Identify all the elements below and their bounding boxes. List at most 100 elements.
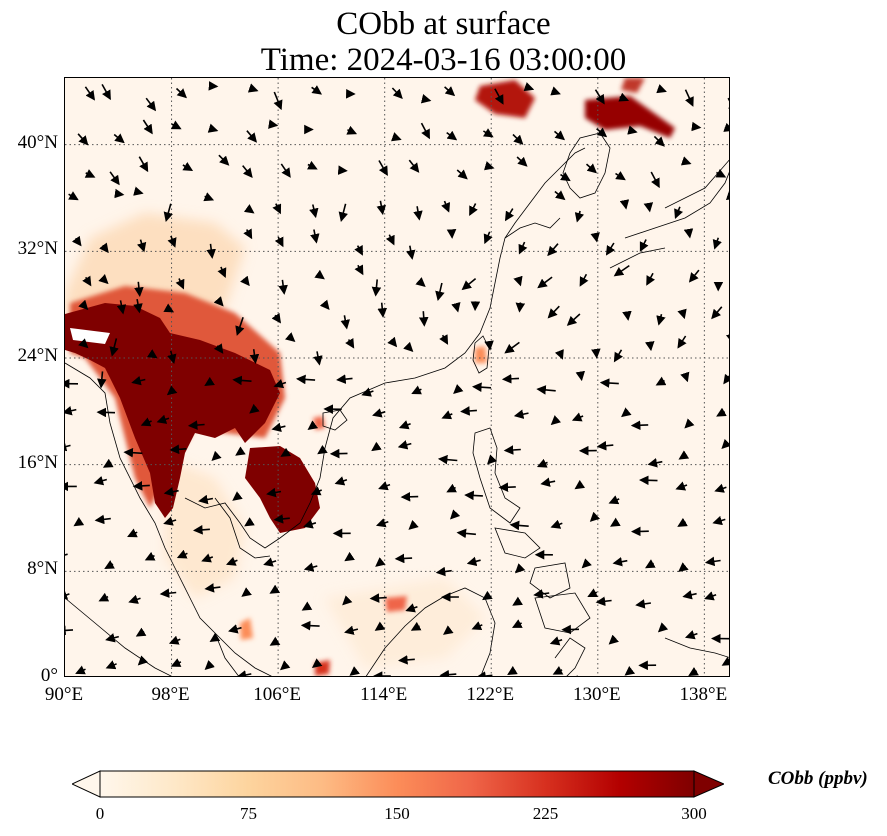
wind-arrow xyxy=(300,620,320,631)
wind-arrow xyxy=(371,441,382,452)
wind-arrow xyxy=(647,458,663,468)
map-panel xyxy=(64,77,730,677)
wind-arrow xyxy=(482,590,493,601)
wind-arrow xyxy=(536,385,556,395)
wind-arrow xyxy=(269,584,281,594)
wind-arrow xyxy=(338,203,348,222)
wind-arrow xyxy=(187,420,205,430)
wind-arrow xyxy=(615,170,626,181)
wind-arrow xyxy=(581,558,592,569)
wind-arrow xyxy=(398,420,411,430)
colorbar-tick-label: 150 xyxy=(384,804,410,823)
wind-arrow xyxy=(613,349,623,363)
wind-arrow xyxy=(345,337,355,349)
wind-arrow xyxy=(536,458,548,468)
wind-arrow xyxy=(246,130,258,143)
wind-arrow xyxy=(594,89,605,105)
wind-arrow xyxy=(133,298,143,314)
wind-arrow xyxy=(677,517,688,527)
wind-arrow xyxy=(156,414,170,424)
wind-arrow xyxy=(721,656,729,666)
wind-arrow xyxy=(560,171,571,182)
wind-arrow xyxy=(483,231,493,245)
wind-arrow xyxy=(453,383,464,394)
plume-faint-south xyxy=(165,458,245,598)
wind-arrow xyxy=(471,621,483,631)
wind-arrow xyxy=(712,237,722,250)
wind-arrow xyxy=(677,308,687,320)
wind-arrow xyxy=(378,160,388,176)
wind-arrow xyxy=(439,334,449,345)
wind-arrow xyxy=(725,190,729,201)
wind-arrow xyxy=(375,518,389,528)
wind-arrow xyxy=(65,590,70,600)
wind-arrow xyxy=(680,156,692,166)
wind-arrow xyxy=(94,514,111,525)
wind-arrow xyxy=(446,130,458,141)
wind-arrow xyxy=(400,492,419,502)
wind-arrow xyxy=(146,349,158,359)
wind-arrow xyxy=(405,603,418,613)
colorbar-tick-label: 0 xyxy=(95,804,105,823)
wind-arrow xyxy=(688,666,699,676)
wind-arrow xyxy=(175,87,187,99)
wind-arrow xyxy=(218,154,230,166)
concentration-field xyxy=(65,78,675,676)
wind-arrow xyxy=(503,445,521,455)
wind-arrow xyxy=(711,306,723,320)
wind-arrow xyxy=(566,313,581,326)
wind-arrow xyxy=(136,239,147,253)
wind-arrow xyxy=(533,589,550,599)
lon-tick-label: 138°E xyxy=(679,684,728,705)
wind-arrow xyxy=(420,122,430,140)
wind-arrow xyxy=(420,94,432,104)
wind-arrow xyxy=(653,135,665,147)
plume-small-sumatra xyxy=(240,618,253,640)
wind-arrow xyxy=(504,208,515,222)
wind-arrow xyxy=(550,86,561,96)
colorbar-gradient xyxy=(70,770,726,798)
wind-arrow xyxy=(507,665,518,676)
wind-arrow xyxy=(273,379,287,389)
colorbar-tick-label: 300 xyxy=(681,804,707,823)
wind-arrow xyxy=(78,299,89,311)
wind-arrow xyxy=(596,440,614,451)
wind-arrow xyxy=(509,520,529,531)
wind-arrow xyxy=(635,599,652,609)
wind-arrow xyxy=(678,450,690,460)
wind-arrow xyxy=(643,202,654,213)
wind-arrow xyxy=(163,203,173,222)
wind-arrow xyxy=(131,375,146,386)
wind-arrow xyxy=(235,446,246,456)
wind-arrow xyxy=(483,161,495,171)
wind-arrow xyxy=(624,666,636,676)
wind-arrow xyxy=(618,92,630,102)
plume-dense-laos xyxy=(245,446,320,533)
coastline-borneo xyxy=(365,587,496,676)
wind-arrow xyxy=(340,315,350,330)
wind-arrow xyxy=(688,269,700,283)
wind-arrow xyxy=(595,596,612,607)
wind-arrow xyxy=(575,370,586,382)
wind-arrow xyxy=(132,481,150,491)
wind-arrow xyxy=(550,519,563,529)
wind-arrow xyxy=(639,239,649,252)
wind-arrow xyxy=(175,278,185,290)
wind-arrow xyxy=(596,127,608,138)
wind-arrow xyxy=(608,495,620,505)
wind-arrow xyxy=(232,375,252,386)
wind-arrow xyxy=(263,557,277,567)
colorbar-title: CObb (ppbv) xyxy=(768,768,868,789)
wind-arrow xyxy=(486,454,498,465)
wind-arrow xyxy=(549,636,563,646)
wind-arrow xyxy=(128,594,141,604)
wind-arrow xyxy=(198,494,214,505)
wind-arrow xyxy=(456,528,476,539)
coastline-indochina xyxy=(184,147,586,549)
wind-arrow xyxy=(204,376,215,387)
colorbar xyxy=(70,770,726,798)
wind-arrow xyxy=(372,408,386,418)
wind-arrow xyxy=(101,84,111,101)
wind-arrow xyxy=(501,374,520,384)
wind-arrow xyxy=(167,235,177,248)
